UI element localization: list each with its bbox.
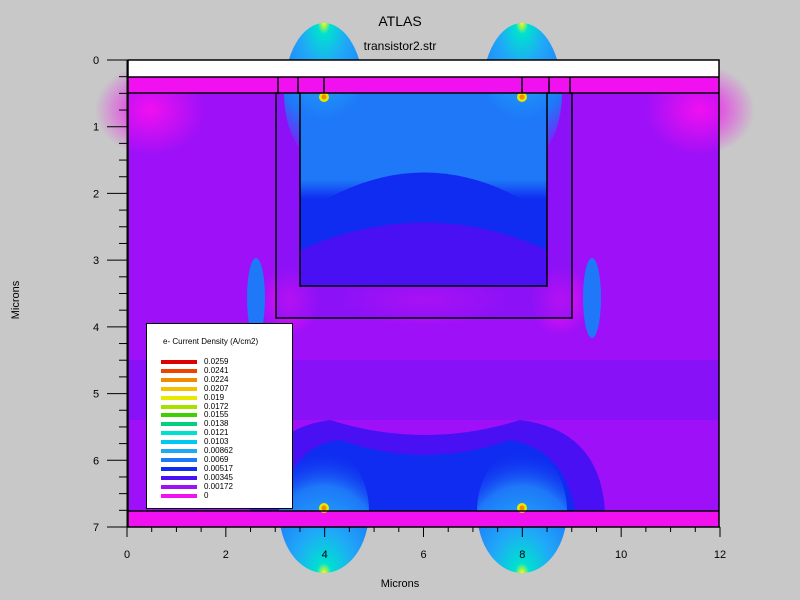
legend-label: 0.0155 <box>204 410 229 420</box>
legend-label: 0.0069 <box>204 454 229 464</box>
contact-hotspot-core <box>321 94 327 100</box>
legend-entry: 0.0138 <box>161 419 281 429</box>
legend-entry: 0.0224 <box>161 374 281 384</box>
legend-label: 0.0172 <box>204 401 229 411</box>
legend-label: 0.0241 <box>204 365 229 375</box>
legend-entry: 0.00517 <box>161 463 281 473</box>
chart-subtitle: transistor2.str <box>363 39 437 53</box>
legend-swatch <box>161 484 197 489</box>
legend-entry: 0.0172 <box>161 401 281 411</box>
legend-label: 0 <box>204 490 209 500</box>
legend: e- Current Density (A/cm2) 0.0259 0.0241 0… <box>146 323 293 509</box>
legend-label: 0.0207 <box>204 383 229 393</box>
legend-label: 0.0121 <box>204 428 229 438</box>
legend-label: 0.019 <box>204 392 225 402</box>
legend-entry: 0.00345 <box>161 472 281 482</box>
top-layer <box>128 77 719 93</box>
x-tick-label: 10 <box>615 549 627 561</box>
legend-swatch <box>161 395 197 400</box>
y-tick-label: 7 <box>93 522 99 534</box>
bottom-layer <box>128 511 719 527</box>
contact-hotspot-core <box>519 94 525 100</box>
legend-swatch <box>161 404 197 409</box>
legend-swatch <box>161 377 197 382</box>
legend-swatch <box>161 449 197 453</box>
x-tick-label: 2 <box>223 549 229 561</box>
legend-swatch <box>161 475 197 480</box>
side-lens <box>247 258 265 338</box>
legend-entry: 0.00862 <box>161 446 281 455</box>
x-axis-label: Microns <box>380 578 420 590</box>
legend-label: 0.00517 <box>204 463 233 473</box>
chart-title: ATLAS <box>378 13 422 29</box>
legend-label: 0.0103 <box>204 437 229 447</box>
x-tick-label: 4 <box>322 549 328 561</box>
legend-entry: 0.0103 <box>161 437 281 447</box>
legend-swatch <box>161 368 197 373</box>
structure-outline <box>127 59 720 528</box>
legend-label: 0.00345 <box>204 472 233 482</box>
y-tick-label: 5 <box>93 389 99 401</box>
top-oxide <box>127 59 720 78</box>
y-tick-label: 4 <box>93 322 99 334</box>
y-tick-label: 2 <box>93 188 99 200</box>
y-tick-label: 3 <box>93 255 99 267</box>
y-axis-label: Microns <box>10 280 22 320</box>
x-tick-label: 12 <box>714 549 726 561</box>
y-tick-label: 0 <box>93 55 99 67</box>
legend-entry: 0 <box>161 490 281 500</box>
x-axis-ticks: 0 2 4 6 8 10 12 <box>124 527 726 561</box>
legend-entry: 0.00172 <box>161 481 281 491</box>
y-axis-ticks: 0 1 2 3 4 5 6 7 <box>93 55 127 534</box>
contact-hotspot-core <box>519 505 525 511</box>
legend-swatch <box>161 440 197 445</box>
inner-well-band <box>300 222 547 286</box>
legend-entry: 0.0207 <box>161 383 281 393</box>
x-tick-label: 8 <box>519 549 525 561</box>
side-lens <box>583 258 601 338</box>
legend-entry: 0.0259 <box>161 357 281 366</box>
y-tick-label: 6 <box>93 455 99 467</box>
legend-swatch <box>161 360 197 364</box>
legend-label: 0.00862 <box>204 446 233 455</box>
x-tick-label: 6 <box>420 549 426 561</box>
y-tick-label: 1 <box>93 122 99 134</box>
legend-swatch <box>161 431 197 436</box>
legend-label: 0.0138 <box>204 419 229 429</box>
legend-swatch <box>161 493 197 498</box>
legend-entry: 0.0069 <box>161 454 281 464</box>
legend-entry: 0.0121 <box>161 428 281 438</box>
legend-swatch <box>161 413 197 418</box>
legend-entry: 0.0241 <box>161 365 281 375</box>
legend-label: 0.0259 <box>204 357 229 366</box>
contact-hotspot-core <box>321 505 327 511</box>
legend-swatch <box>161 422 197 427</box>
legend-label: 0.00172 <box>204 481 233 491</box>
legend-swatch <box>161 386 197 391</box>
legend-swatch <box>161 466 197 471</box>
legend-swatch <box>161 457 197 462</box>
legend-entry: 0.019 <box>161 392 281 402</box>
x-tick-label: 0 <box>124 549 130 561</box>
legend-title: e- Current Density (A/cm2) <box>163 337 259 346</box>
legend-label: 0.0224 <box>204 374 229 384</box>
legend-entry: 0.0155 <box>161 410 281 420</box>
